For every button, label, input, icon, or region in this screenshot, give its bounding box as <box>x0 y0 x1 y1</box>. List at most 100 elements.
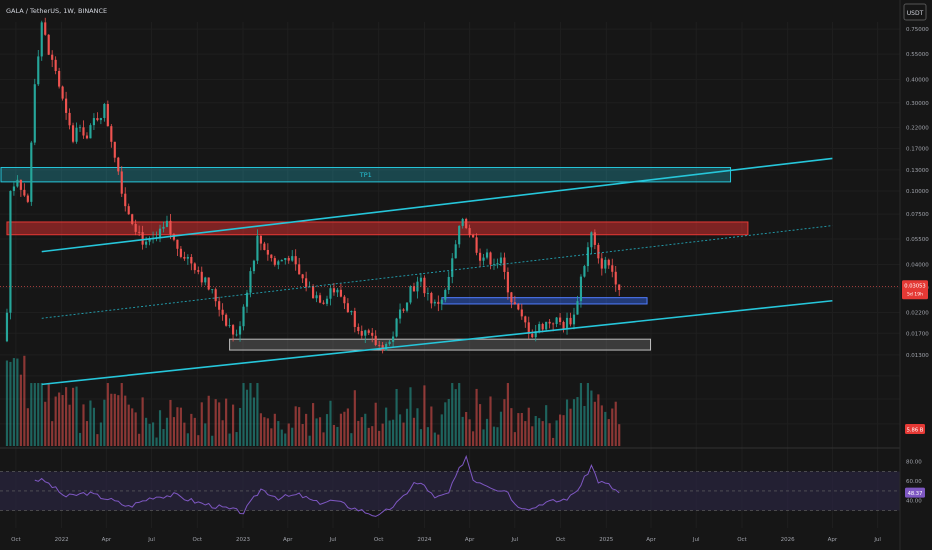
candle-body <box>225 314 228 326</box>
volume-bar <box>78 432 82 446</box>
volume-bar <box>259 413 262 446</box>
candle-body <box>33 84 36 143</box>
candle-body <box>19 179 22 190</box>
volume-bar <box>489 396 492 446</box>
y-tick-label: 0.07500 <box>906 212 929 218</box>
volume-bar <box>165 417 169 446</box>
volume-bar <box>485 418 489 446</box>
volume-bar <box>517 413 520 446</box>
candle-body <box>235 334 238 336</box>
x-tick-label: Apr <box>465 537 475 543</box>
volume-bar <box>211 435 214 446</box>
candle-body <box>590 232 593 248</box>
candle-body <box>614 271 617 285</box>
candle-body <box>395 318 398 337</box>
currency-button-label[interactable]: USDT <box>907 10 924 17</box>
volume-bar <box>583 406 586 446</box>
volume-bar <box>65 387 68 446</box>
currency-button[interactable] <box>903 3 927 21</box>
candle-body <box>40 22 43 57</box>
volume-bar <box>148 423 151 446</box>
volume-bar <box>5 360 9 446</box>
volume-bar <box>82 404 85 446</box>
volume-bar <box>308 435 311 446</box>
candle-body <box>51 54 54 60</box>
x-tick-label: 2023 <box>236 537 250 543</box>
candle-body <box>360 331 363 336</box>
x-tick-label: 2024 <box>417 537 431 543</box>
volume-bar <box>266 418 269 446</box>
channel-middle-line <box>41 225 833 319</box>
volume-bar <box>33 383 36 446</box>
volume-bar <box>357 420 360 446</box>
candle-body <box>124 193 127 207</box>
candle-body <box>332 288 336 293</box>
candle-body <box>221 309 224 315</box>
volume-bar <box>412 417 416 446</box>
candle-body <box>190 257 193 264</box>
rsi-line <box>34 454 620 517</box>
candle-body <box>218 301 221 310</box>
y-tick-label: 0.01700 <box>906 331 929 337</box>
candle-body <box>447 276 450 290</box>
candle-body <box>117 157 120 172</box>
volume-bar <box>527 407 530 446</box>
volume-bar <box>430 406 433 446</box>
volume-bar <box>569 408 572 446</box>
volume-bar <box>37 383 40 446</box>
candle-body <box>343 296 346 304</box>
volume-bar <box>238 407 242 446</box>
volume-bar <box>218 402 221 446</box>
volume-bar <box>92 407 96 446</box>
volume-bar <box>103 399 106 446</box>
rsi-pane <box>0 454 900 517</box>
volume-bar <box>179 407 182 446</box>
channel-lines[interactable] <box>0 157 900 386</box>
candle-body <box>440 299 443 304</box>
candle-body <box>9 190 12 313</box>
candle-body <box>374 335 377 345</box>
volume-bar <box>482 429 485 446</box>
x-tick-label: Apr <box>102 537 112 543</box>
candle-body <box>552 323 555 325</box>
rsi-tick-label: 60.00 <box>906 479 922 485</box>
candle-body <box>256 235 259 261</box>
volume-bar <box>120 383 123 446</box>
candle-body <box>273 258 276 265</box>
volume-bar <box>16 358 19 446</box>
candle-body <box>78 127 82 129</box>
volume-bar <box>524 421 527 446</box>
candle-body <box>207 277 210 290</box>
volume-bar <box>611 408 614 446</box>
volume-bar <box>503 399 506 446</box>
volume-bar <box>30 383 33 446</box>
candle-body <box>238 326 242 335</box>
candle-body <box>461 218 464 226</box>
volume-bar <box>590 390 593 446</box>
rsi-badge <box>905 487 925 498</box>
zones[interactable]: TP1 <box>0 166 749 351</box>
volume-bar <box>433 432 436 446</box>
candle-body <box>61 86 64 99</box>
candle-body <box>259 235 262 244</box>
last-price-value: 0.03053 <box>904 283 925 289</box>
volume-bar <box>134 412 137 446</box>
volume-bar <box>447 399 450 446</box>
candle-body <box>89 125 92 139</box>
volume-bar <box>204 423 207 446</box>
x-tick-label: Jul <box>511 537 519 543</box>
candle-body <box>103 104 106 118</box>
candle-body <box>315 295 318 299</box>
volume-bar <box>19 374 22 446</box>
candle-body <box>26 195 29 202</box>
candle-body <box>437 301 440 304</box>
candle-body <box>85 135 89 139</box>
header: GALA / TetherUS, 1W, BINANCE USDT <box>6 3 927 21</box>
candle-body <box>496 263 499 265</box>
candle-body <box>305 278 308 287</box>
candle-body <box>531 333 534 338</box>
x-tick-label: Oct <box>193 537 203 543</box>
candle-body <box>200 271 203 283</box>
